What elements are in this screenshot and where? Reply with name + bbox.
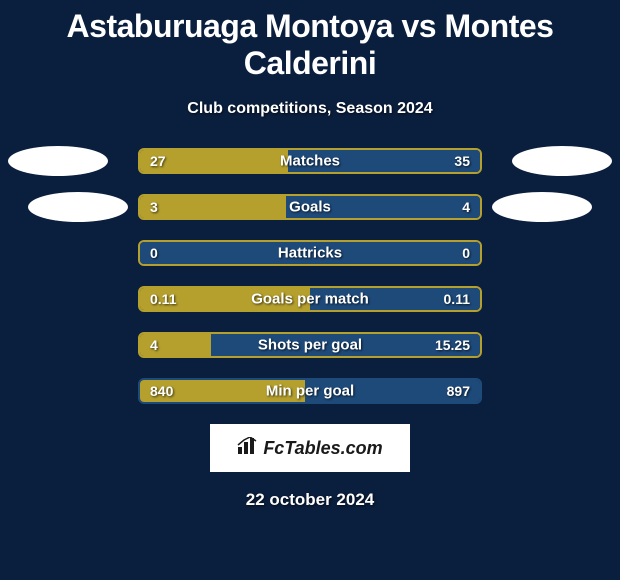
stat-label: Min per goal [266, 383, 354, 400]
stats-area: 27 35 Matches 3 4 Goals 0 0 Hattricks 0.11 0.11 Goa… [0, 148, 620, 404]
stat-label: Matches [280, 153, 340, 170]
stat-bar: 3 4 Goals [138, 194, 482, 220]
stat-value-left: 840 [150, 383, 173, 399]
stat-row: 27 35 Matches [0, 148, 620, 174]
stat-value-right: 897 [447, 383, 470, 399]
stat-row: 3 4 Goals [0, 194, 620, 220]
stat-value-right: 0 [462, 245, 470, 261]
stat-bar: 0 0 Hattricks [138, 240, 482, 266]
player-left-avatar [8, 146, 108, 176]
stat-row: 0 0 Hattricks [0, 240, 620, 266]
stat-value-left: 3 [150, 199, 158, 215]
stat-row: 840 897 Min per goal [0, 378, 620, 404]
page-title: Astaburuaga Montoya vs Montes Calderini [0, 0, 620, 82]
stat-value-left: 0.11 [150, 291, 176, 307]
comparison-container: Astaburuaga Montoya vs Montes Calderini … [0, 0, 620, 580]
stat-label: Goals per match [251, 291, 369, 308]
stat-row: 0.11 0.11 Goals per match [0, 286, 620, 312]
date-line: 22 october 2024 [0, 490, 620, 510]
stat-bar: 840 897 Min per goal [138, 378, 482, 404]
stat-label: Hattricks [278, 245, 342, 262]
player-right-avatar [492, 192, 592, 222]
bar-fill-left [140, 196, 286, 218]
stat-value-right: 4 [462, 199, 470, 215]
player-right-avatar [512, 146, 612, 176]
stat-value-left: 27 [150, 153, 166, 169]
subtitle: Club competitions, Season 2024 [0, 100, 620, 118]
stat-bar: 27 35 Matches [138, 148, 482, 174]
chart-icon [237, 437, 259, 460]
stat-value-right: 15.25 [435, 337, 470, 353]
logo-text: FcTables.com [263, 438, 382, 459]
player-left-avatar [28, 192, 128, 222]
stat-bar: 4 15.25 Shots per goal [138, 332, 482, 358]
stat-row: 4 15.25 Shots per goal [0, 332, 620, 358]
stat-value-left: 4 [150, 337, 158, 353]
stat-value-right: 0.11 [444, 291, 470, 307]
stat-label: Goals [289, 199, 331, 216]
stat-value-left: 0 [150, 245, 158, 261]
stat-value-right: 35 [454, 153, 470, 169]
stat-bar: 0.11 0.11 Goals per match [138, 286, 482, 312]
logo-box[interactable]: FcTables.com [210, 424, 410, 472]
stat-label: Shots per goal [258, 337, 362, 354]
